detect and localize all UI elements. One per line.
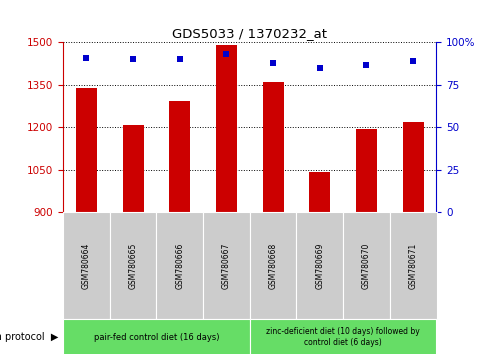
Text: pair-fed control diet (16 days): pair-fed control diet (16 days) (93, 333, 219, 342)
Text: GSM780667: GSM780667 (222, 242, 230, 289)
Point (362, 62, 370, 67)
Point (222, 52, 230, 57)
Point (269, 60, 276, 66)
Text: zinc-deficient diet (10 days) followed by
control diet (6 days): zinc-deficient diet (10 days) followed b… (266, 327, 419, 347)
Point (129, 57, 136, 62)
Bar (169, 101, 190, 212)
Point (408, 58, 416, 64)
Point (315, 65, 323, 71)
Bar (402, 122, 423, 212)
Point (176, 57, 183, 62)
Text: GSM780668: GSM780668 (268, 242, 277, 289)
Text: GSM780669: GSM780669 (315, 242, 324, 289)
Bar (309, 172, 330, 212)
Text: GSM780664: GSM780664 (82, 242, 91, 289)
Bar (215, 45, 237, 212)
Bar (355, 130, 376, 212)
Bar (262, 82, 283, 212)
Bar (76, 88, 97, 212)
Point (82, 55, 90, 61)
Bar (122, 125, 143, 212)
Title: GDS5033 / 1370232_at: GDS5033 / 1370232_at (172, 27, 327, 40)
Text: GSM780666: GSM780666 (175, 242, 184, 289)
Text: growth protocol  ▶: growth protocol ▶ (0, 332, 58, 342)
Text: GSM780671: GSM780671 (408, 242, 417, 289)
Text: GSM780670: GSM780670 (361, 242, 370, 289)
Text: GSM780665: GSM780665 (128, 242, 137, 289)
